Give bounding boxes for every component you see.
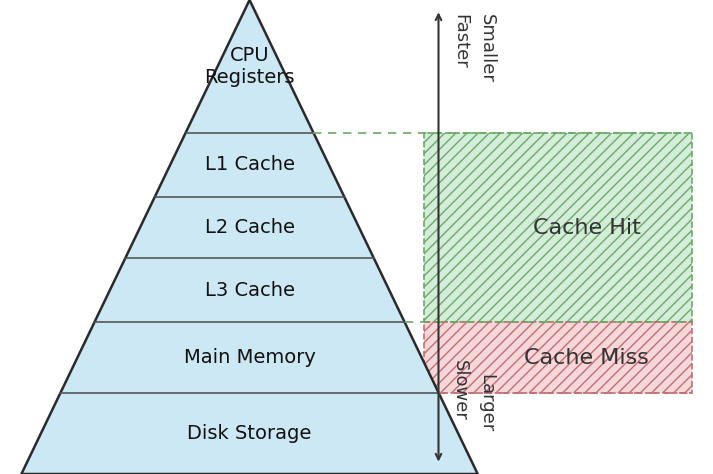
- Text: Cache Miss: Cache Miss: [524, 348, 649, 368]
- Text: L3 Cache: L3 Cache: [205, 281, 294, 300]
- Text: Cache Hit: Cache Hit: [533, 218, 640, 237]
- Text: L1 Cache: L1 Cache: [205, 155, 294, 174]
- Polygon shape: [21, 0, 478, 474]
- Text: Main Memory: Main Memory: [184, 348, 315, 367]
- Text: L2 Cache: L2 Cache: [205, 218, 294, 237]
- Text: Larger: Larger: [478, 374, 496, 433]
- Text: Faster: Faster: [451, 14, 469, 69]
- Bar: [424, 322, 692, 393]
- Text: Disk Storage: Disk Storage: [188, 424, 312, 443]
- Text: CPU
Registers: CPU Registers: [205, 46, 294, 87]
- Text: Smaller: Smaller: [478, 14, 496, 83]
- Text: Slower: Slower: [451, 360, 469, 421]
- Bar: [424, 133, 692, 322]
